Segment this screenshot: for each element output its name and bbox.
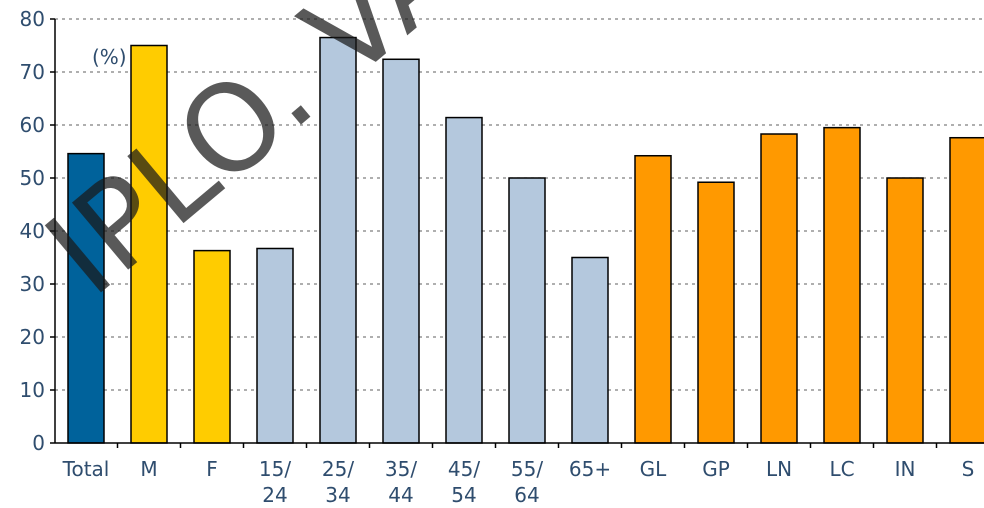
y-tick-label: 30	[20, 272, 45, 296]
x-tick-label: 45/	[448, 457, 480, 481]
bar-2534	[319, 36, 357, 444]
bar-65plus	[571, 256, 609, 444]
bar-GP	[697, 181, 735, 444]
bar-S	[949, 136, 984, 444]
bar-GL	[634, 154, 672, 444]
x-tick-label: 64	[514, 483, 539, 507]
y-tick-label: 0	[32, 431, 45, 455]
bars	[67, 36, 984, 444]
bar-LN	[760, 133, 798, 444]
bar-5564	[508, 177, 546, 444]
y-tick-label: 80	[20, 7, 45, 31]
x-tick-label: M	[140, 457, 157, 481]
x-tick-label: IN	[895, 457, 916, 481]
bar-F	[193, 249, 231, 444]
x-tick-label: LN	[766, 457, 792, 481]
x-tick-label: Total	[62, 457, 110, 481]
x-tick-label: 15/	[259, 457, 291, 481]
unit-label: (%)	[92, 45, 127, 69]
axes	[50, 18, 984, 448]
x-tick-label: 54	[451, 483, 476, 507]
x-tick-label: 34	[325, 483, 350, 507]
bar-Total	[67, 152, 105, 444]
bar-4554	[445, 116, 483, 444]
y-tick-label: 40	[20, 219, 45, 243]
bar-3544	[382, 58, 420, 444]
x-tick-label: GP	[702, 457, 730, 481]
x-tick-label: 44	[388, 483, 413, 507]
y-tick-label: 50	[20, 166, 45, 190]
y-tick-labels: 0 10 20 30 40 50 60 70 80	[20, 7, 45, 455]
x-tick-label: F	[206, 457, 218, 481]
y-tick-label: 60	[20, 113, 45, 137]
y-tick-label: 70	[20, 60, 45, 84]
x-tick-label: 65+	[569, 457, 611, 481]
x-tick-labels: Total M F 15/24 25/34 35/44 45/54 55/64 65+ GL GP L…	[62, 457, 975, 507]
bar-1524	[256, 247, 294, 444]
x-tick-label: 25/	[322, 457, 354, 481]
bar-IN	[886, 177, 924, 444]
x-tick-label: 55/	[511, 457, 543, 481]
bar-LC	[823, 126, 861, 444]
y-tick-label: 20	[20, 325, 45, 349]
y-tick-label: 10	[20, 378, 45, 402]
x-tick-label: 35/	[385, 457, 417, 481]
x-tick-label: 24	[262, 483, 287, 507]
x-tick-label: LC	[829, 457, 854, 481]
x-tick-label: GL	[640, 457, 667, 481]
x-tick-label: S	[962, 457, 975, 481]
